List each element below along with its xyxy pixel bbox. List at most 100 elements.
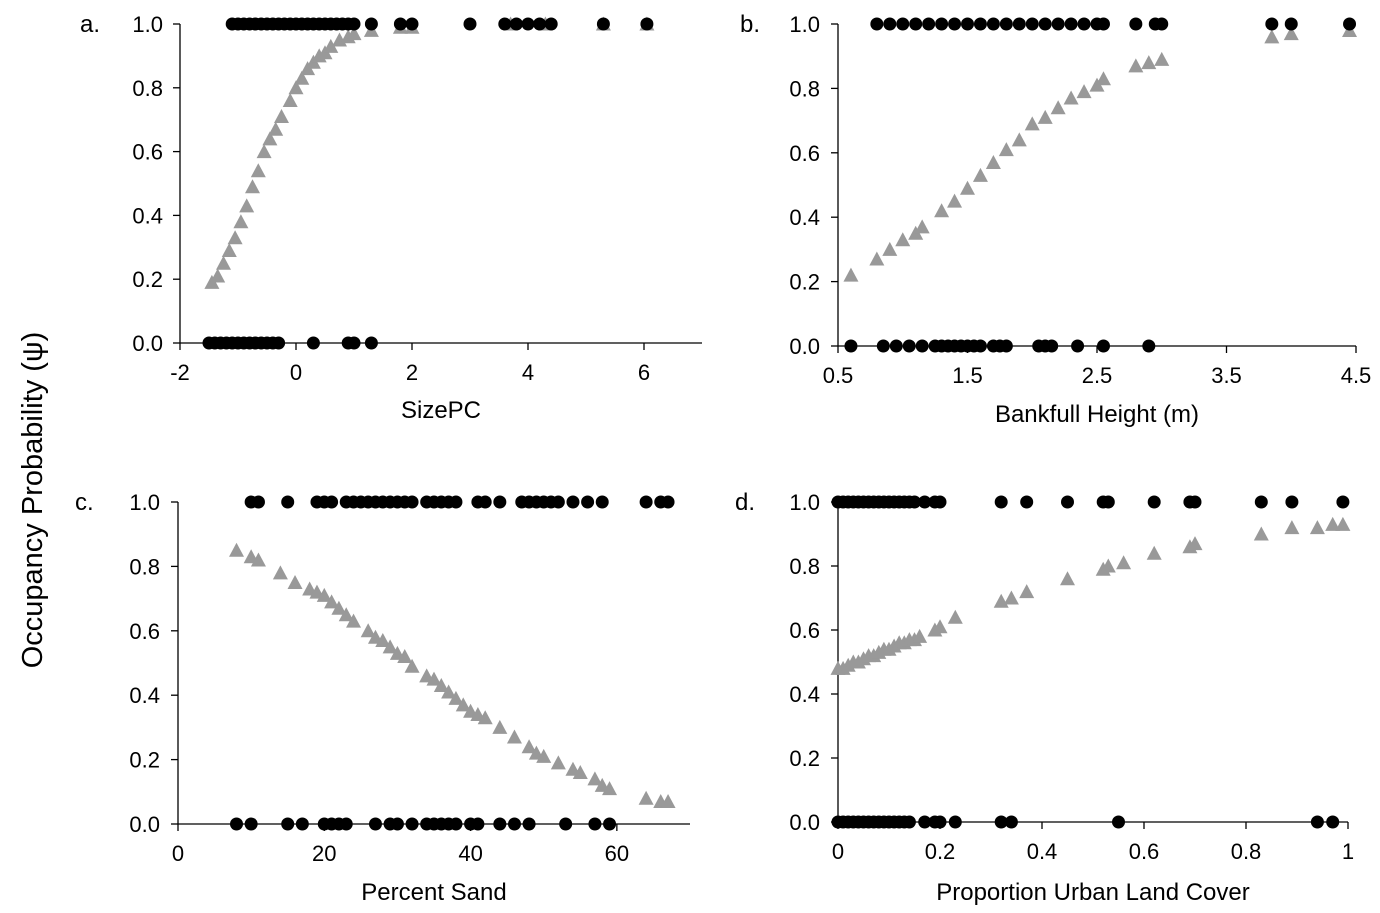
observed-point bbox=[1061, 495, 1074, 509]
x-tick-label: 0.4 bbox=[1027, 839, 1058, 864]
x-tick-label: 0 bbox=[172, 841, 184, 866]
observed-point bbox=[1012, 17, 1026, 31]
observed-point bbox=[661, 495, 675, 509]
y-tick-label: 0.2 bbox=[129, 748, 160, 773]
panel-label: a. bbox=[80, 11, 100, 38]
x-tick-label: 4.5 bbox=[1341, 363, 1372, 388]
observed-point bbox=[364, 336, 378, 350]
y-tick-label: 1.0 bbox=[129, 490, 160, 515]
predicted-point bbox=[1264, 29, 1280, 44]
observed-point bbox=[918, 815, 932, 829]
predicted-point bbox=[550, 755, 566, 770]
y-tick-label: 1.0 bbox=[789, 490, 820, 515]
predicted-point bbox=[455, 697, 471, 712]
x-tick-label: 40 bbox=[458, 841, 482, 866]
observed-point bbox=[581, 495, 595, 509]
predicted-point bbox=[882, 241, 898, 256]
observed-point bbox=[1188, 495, 1202, 509]
observed-point bbox=[244, 817, 258, 831]
predicted-point bbox=[1019, 584, 1035, 599]
observed-point bbox=[1077, 17, 1091, 31]
y-axis-title: Occupancy Probability (ψ) bbox=[17, 332, 49, 669]
observed-point bbox=[935, 17, 949, 31]
observed-point bbox=[1045, 339, 1059, 353]
predicted-point bbox=[360, 623, 376, 638]
predicted-point bbox=[397, 649, 413, 664]
observed-point bbox=[295, 817, 309, 831]
x-axis-title: SizePC bbox=[401, 397, 481, 424]
predicted-point bbox=[382, 639, 398, 654]
predicted-point bbox=[660, 793, 676, 808]
observed-point bbox=[449, 495, 463, 509]
observed-point bbox=[1310, 815, 1324, 829]
predicted-point bbox=[404, 658, 420, 673]
predicted-point bbox=[477, 710, 493, 725]
predicted-point bbox=[536, 748, 552, 763]
y-tick-label: 1.0 bbox=[789, 12, 820, 37]
predicted-point bbox=[932, 619, 948, 634]
predicted-point bbox=[441, 684, 457, 699]
x-tick-label: 0.5 bbox=[823, 363, 854, 388]
y-tick-label: 0.2 bbox=[132, 267, 163, 292]
predicted-point bbox=[1335, 516, 1351, 531]
predicted-point bbox=[448, 690, 464, 705]
observed-point bbox=[870, 17, 884, 31]
panel-b: b. 0.0 0.2 0.4 0.6 0.8 1.0 0.5 1.5 2.5 3.5 4.5 Bankf… bbox=[740, 11, 1371, 428]
observed-point bbox=[559, 817, 573, 831]
predicted-point bbox=[1076, 84, 1092, 99]
observed-point bbox=[493, 495, 507, 509]
predicted-point bbox=[843, 267, 859, 282]
predicted-point bbox=[323, 38, 339, 53]
x-tick-label: 2.5 bbox=[1082, 363, 1113, 388]
x-tick-label: 3.5 bbox=[1211, 363, 1242, 388]
observed-point bbox=[1071, 339, 1085, 353]
observed-point bbox=[498, 17, 512, 31]
predicted-point bbox=[1325, 516, 1341, 531]
x-tick-label: 60 bbox=[605, 841, 629, 866]
predicted-point bbox=[947, 193, 963, 208]
predicted-point bbox=[216, 255, 231, 270]
observed-point bbox=[1101, 495, 1115, 509]
x-tick-label: 0 bbox=[290, 360, 302, 385]
observed-point bbox=[1285, 495, 1299, 509]
observed-point bbox=[889, 339, 903, 353]
predicted-point bbox=[912, 628, 928, 643]
observed-point bbox=[364, 17, 378, 31]
observed-point bbox=[544, 17, 558, 31]
predicted-point bbox=[1063, 90, 1079, 105]
observed-point bbox=[306, 336, 320, 350]
predicted-point bbox=[521, 739, 537, 754]
predicted-point bbox=[239, 198, 255, 213]
predicted-point bbox=[506, 729, 522, 744]
x-tick-label: 0.2 bbox=[925, 839, 956, 864]
observed-point bbox=[347, 17, 361, 31]
x-tick-label: 2 bbox=[406, 360, 418, 385]
y-tick-label: 0.2 bbox=[789, 270, 820, 295]
predicted-point bbox=[1050, 100, 1066, 115]
x-tick-label: 0 bbox=[832, 839, 844, 864]
predicted-point bbox=[1146, 545, 1162, 560]
predicted-point bbox=[492, 719, 508, 734]
predicted-point bbox=[433, 678, 449, 693]
predicted-point bbox=[316, 587, 332, 602]
observed-point bbox=[640, 17, 654, 31]
x-axis-title: Proportion Urban Land Cover bbox=[936, 879, 1250, 906]
x-tick-label: 4 bbox=[522, 360, 534, 385]
predicted-point bbox=[1253, 526, 1269, 541]
y-tick-label: 0.0 bbox=[129, 812, 160, 837]
panel-d: d. 0.0 0.2 0.4 0.6 0.8 1.0 0 0.2 0.4 0.6 0.8 1 Propor… bbox=[735, 489, 1354, 906]
predicted-point bbox=[1011, 132, 1027, 147]
predicted-point bbox=[288, 80, 304, 95]
y-tick-label: 0.6 bbox=[789, 141, 820, 166]
observed-point bbox=[1025, 17, 1039, 31]
y-tick-label: 0.2 bbox=[789, 746, 820, 771]
panel-c: c. 0.0 0.2 0.4 0.6 0.8 1.0 0 20 40 60 Percent Sand bbox=[75, 489, 690, 906]
observed-point bbox=[230, 817, 244, 831]
observed-point bbox=[603, 817, 617, 831]
observed-point bbox=[449, 817, 463, 831]
observed-point bbox=[405, 17, 419, 31]
observed-point bbox=[463, 17, 477, 31]
x-tick-label: 1 bbox=[1342, 839, 1354, 864]
predicted-point bbox=[426, 671, 442, 686]
